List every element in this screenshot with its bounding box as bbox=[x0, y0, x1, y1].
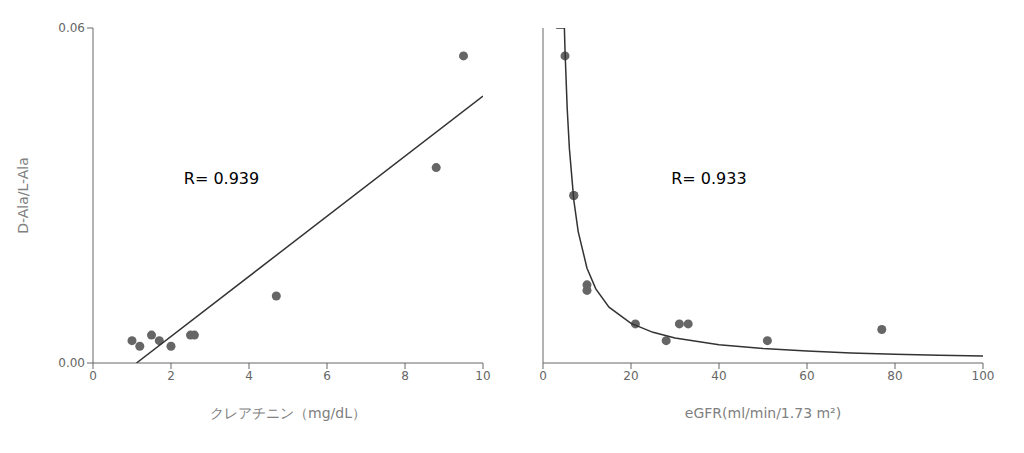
svg-text:R= 0.939: R= 0.939 bbox=[184, 169, 259, 188]
svg-text:60: 60 bbox=[799, 369, 814, 383]
svg-text:0.06: 0.06 bbox=[58, 21, 85, 35]
svg-text:4: 4 bbox=[245, 369, 253, 383]
svg-text:0: 0 bbox=[89, 369, 97, 383]
svg-text:40: 40 bbox=[711, 369, 726, 383]
svg-text:6: 6 bbox=[323, 369, 331, 383]
svg-text:eGFR(ml/min/1.73 m²): eGFR(ml/min/1.73 m²) bbox=[685, 405, 841, 421]
svg-text:0.00: 0.00 bbox=[58, 356, 85, 370]
svg-text:0: 0 bbox=[539, 369, 547, 383]
svg-text:20: 20 bbox=[623, 369, 638, 383]
svg-text:R= 0.933: R= 0.933 bbox=[671, 169, 746, 188]
svg-text:10: 10 bbox=[475, 369, 490, 383]
svg-text:8: 8 bbox=[401, 369, 409, 383]
svg-text:D-Ala/L-Ala: D-Ala/L-Ala bbox=[15, 157, 31, 234]
svg-text:2: 2 bbox=[167, 369, 175, 383]
svg-text:クレアチニン（mg/dL）: クレアチニン（mg/dL） bbox=[210, 405, 366, 421]
svg-text:80: 80 bbox=[887, 369, 902, 383]
svg-text:100: 100 bbox=[972, 369, 995, 383]
